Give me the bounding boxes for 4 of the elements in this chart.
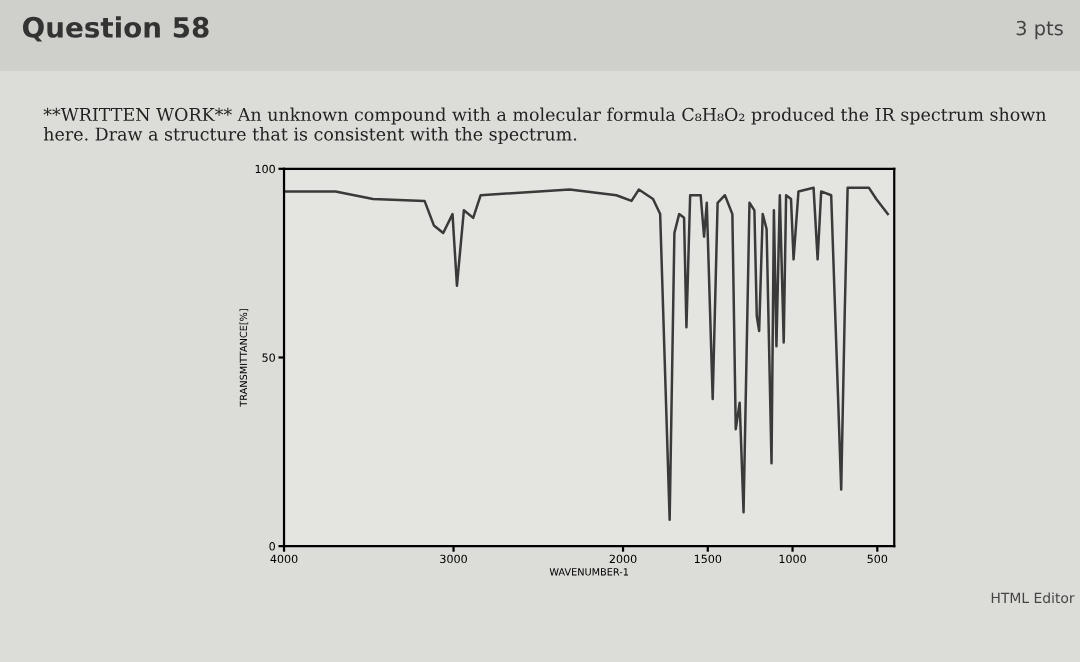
chart-subtitle: **WRITTEN WORK** An unknown compound with a molecular formula C₈H₈O₂ produced the IR spectrum shown here. Draw a structure that is consistent with the spectrum. bbox=[43, 107, 1047, 145]
chart-title: Question 58 bbox=[22, 16, 209, 42]
line-series bbox=[284, 186, 890, 521]
text: 3 pts bbox=[1016, 20, 1063, 40]
